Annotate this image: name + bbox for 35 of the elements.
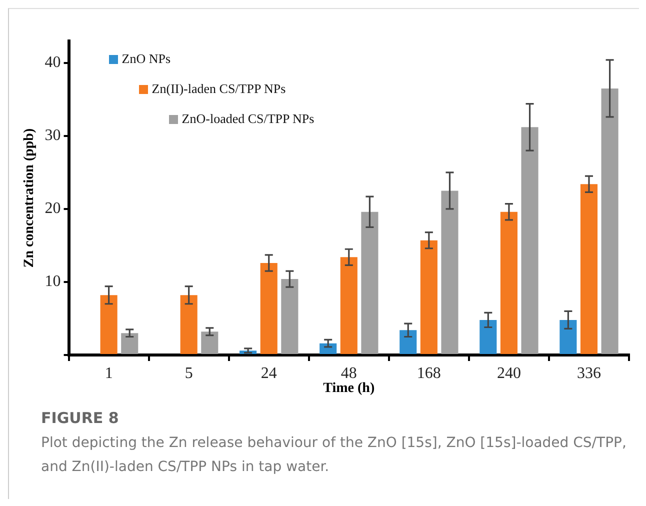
x-axis-title: Time (h) xyxy=(323,381,375,396)
bar xyxy=(580,184,598,354)
y-tick-label: 40 xyxy=(44,54,61,72)
x-tick-label: 336 xyxy=(576,364,601,382)
bar xyxy=(180,295,198,354)
x-tick-label: 24 xyxy=(260,364,277,382)
legend-label: Zn(II)-laden CS/TPP NPs xyxy=(152,81,286,97)
bar xyxy=(560,320,577,354)
bar xyxy=(521,127,538,354)
bar xyxy=(500,212,518,354)
bar xyxy=(420,240,438,354)
bar xyxy=(340,257,358,354)
y-axis-title: Zn concentration (ppb) xyxy=(22,128,38,268)
text: Plot depicting the Zn release behaviour of the ZnO [15s], ZnO [15s]-loaded CS/TPP, and Zn(II)-laden CS/TPP NPs in tap water. xyxy=(41,434,628,477)
x-tick-label: 5 xyxy=(184,364,193,382)
bar xyxy=(281,279,298,354)
bar xyxy=(400,330,417,354)
legend-label: ZnO NPs xyxy=(122,51,171,67)
bar xyxy=(441,190,458,354)
x-tick-label: 240 xyxy=(496,364,521,382)
bar xyxy=(121,333,138,354)
x-tick-label: 48 xyxy=(340,364,357,382)
bar xyxy=(100,295,118,354)
x-tick-label: 1 xyxy=(104,364,113,382)
bar xyxy=(601,88,618,354)
bar xyxy=(260,262,278,354)
bar xyxy=(201,332,218,354)
x-tick-label: 168 xyxy=(416,364,441,382)
y-tick-label: 30 xyxy=(44,127,61,144)
y-tick-label: 10 xyxy=(44,273,61,290)
bar xyxy=(480,320,497,354)
text: FIGURE 8 xyxy=(41,409,119,427)
bar xyxy=(361,212,378,354)
legend-label: ZnO-loaded CS/TPP NPs xyxy=(182,111,314,127)
y-tick-label: 20 xyxy=(44,200,61,218)
